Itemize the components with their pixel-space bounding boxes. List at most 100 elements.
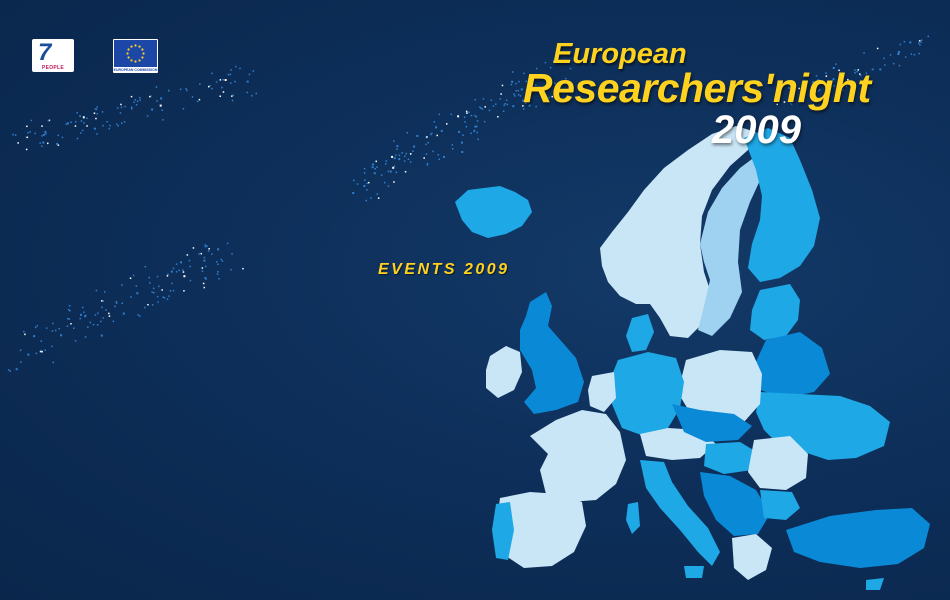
star-dot	[102, 317, 105, 319]
star-dot	[86, 117, 88, 120]
star-dot	[163, 297, 166, 299]
star-dot	[200, 252, 202, 255]
star-dot	[482, 98, 485, 100]
map-bulgaria[interactable]	[760, 490, 800, 520]
star-dot	[159, 104, 162, 107]
star-dot	[832, 78, 835, 81]
star-dot	[135, 285, 138, 287]
star-dot	[480, 107, 482, 109]
star-dot	[909, 41, 912, 44]
star-dot	[204, 277, 207, 279]
star-dot	[251, 95, 253, 97]
star-dot	[83, 122, 85, 124]
star-dot	[121, 302, 123, 304]
star-dot	[180, 261, 182, 264]
star-dot	[416, 134, 419, 137]
star-dot	[185, 88, 187, 90]
map-ireland[interactable]	[486, 346, 522, 398]
map-belarus[interactable]	[754, 332, 830, 398]
star-dot	[157, 301, 159, 303]
star-dot	[93, 127, 96, 130]
map-sweden[interactable]	[698, 156, 762, 336]
star-dot	[231, 95, 233, 97]
map-hungary[interactable]	[704, 442, 760, 474]
star-dot	[191, 96, 194, 98]
star-dot	[25, 148, 28, 151]
star-dot	[139, 99, 141, 101]
star-dot	[139, 96, 141, 99]
star-dot	[100, 334, 103, 337]
fp7-number: 7	[38, 39, 52, 66]
map-germany[interactable]	[610, 352, 684, 436]
star-dot	[366, 189, 368, 191]
star-dot	[171, 282, 173, 285]
star-dot	[404, 171, 407, 173]
star-dot	[510, 83, 513, 86]
star-dot	[435, 126, 438, 129]
eu-flag-icon	[114, 40, 157, 67]
map-cyprus[interactable]	[866, 578, 884, 590]
star-dot	[82, 116, 85, 119]
star-dot	[819, 89, 821, 91]
map-scandinavia-west[interactable]	[600, 126, 756, 338]
star-dot	[95, 108, 98, 111]
map-portugal[interactable]	[492, 502, 514, 560]
star-dot	[792, 90, 795, 92]
star-dot	[109, 124, 111, 127]
star-dot	[69, 310, 71, 312]
map-greece[interactable]	[732, 534, 772, 580]
fp7-caption: PEOPLE	[41, 65, 65, 71]
map-turkey[interactable]	[786, 508, 930, 568]
star-dot	[211, 87, 213, 90]
map-benelux[interactable]	[588, 372, 616, 412]
map-balkans[interactable]	[700, 472, 770, 536]
star-dot	[86, 125, 88, 127]
star-dot	[470, 114, 473, 117]
star-dot	[189, 265, 191, 268]
star-dot	[188, 259, 191, 262]
star-dot	[817, 90, 820, 92]
star-dot	[27, 353, 30, 356]
star-dot	[504, 103, 506, 105]
star-dot	[27, 132, 29, 134]
map-sardinia[interactable]	[626, 502, 640, 534]
eu-commission-logo[interactable]: EUROPEAN COMMISSION	[113, 39, 158, 73]
map-baltics[interactable]	[750, 284, 800, 340]
star-dot	[475, 116, 477, 118]
star-dot	[540, 87, 543, 90]
star-dot	[149, 95, 151, 98]
star-dot	[512, 71, 514, 73]
star-dot	[393, 165, 396, 167]
star-dot	[221, 260, 224, 262]
star-dot	[139, 315, 141, 317]
star-dot	[70, 323, 72, 325]
star-dot	[156, 295, 159, 298]
fp7-people-logo[interactable]: 7 PEOPLE	[32, 39, 74, 72]
map-sicily[interactable]	[684, 566, 704, 578]
map-spain[interactable]	[496, 492, 586, 568]
star-dot	[488, 109, 491, 112]
star-dot	[34, 132, 36, 135]
map-great-britain[interactable]	[520, 292, 584, 414]
map-finland[interactable]	[744, 128, 820, 282]
star-dot	[167, 273, 169, 275]
star-dot	[462, 134, 464, 136]
map-france[interactable]	[530, 410, 626, 502]
star-dot	[518, 80, 520, 83]
map-denmark[interactable]	[626, 314, 654, 352]
star-dot	[70, 121, 72, 123]
map-italy[interactable]	[640, 460, 720, 566]
star-dot	[129, 277, 132, 279]
map-romania[interactable]	[748, 436, 808, 490]
star-dot	[133, 101, 135, 103]
map-iceland[interactable]	[455, 186, 532, 238]
map-czech-slovakia[interactable]	[672, 404, 752, 442]
map-poland[interactable]	[680, 350, 762, 424]
events-2009-link[interactable]: EVENTS 2009	[378, 261, 510, 278]
star-dot	[96, 324, 99, 326]
star-dot	[162, 119, 164, 121]
star-dot	[856, 70, 858, 73]
star-dot	[553, 60, 556, 63]
